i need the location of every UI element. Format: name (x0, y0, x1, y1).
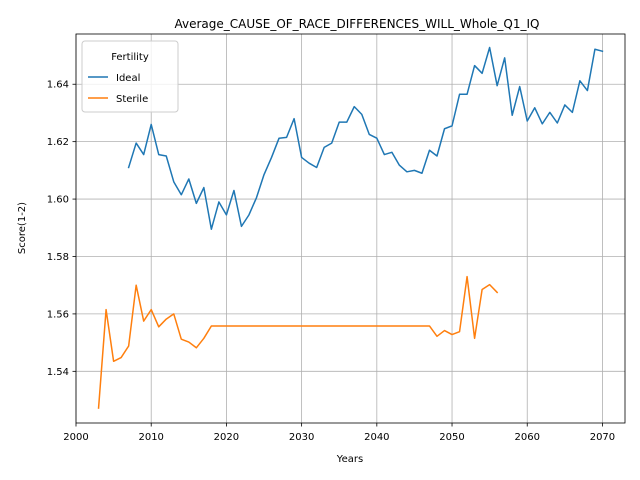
series-line-sterile (97, 275, 499, 409)
x-tick-label: 2030 (289, 432, 314, 443)
y-tick-label: 1.62 (47, 137, 69, 148)
y-tick-label: 1.58 (47, 252, 69, 263)
legend-label-ideal: Ideal (116, 73, 140, 84)
x-tick-label: 2070 (590, 432, 615, 443)
x-tick-label: 2020 (214, 432, 239, 443)
x-tick-label: 2060 (515, 432, 540, 443)
legend: Fertility Ideal Sterile (81, 40, 179, 113)
series-line-ideal (127, 46, 604, 230)
x-tick-label: 2050 (439, 432, 464, 443)
y-tick-label: 1.54 (47, 367, 69, 378)
y-axis: 1.54 1.56 1.58 1.60 1.62 1.64 (47, 80, 76, 378)
y-tick-label: 1.64 (47, 80, 69, 91)
y-axis-label: Score(1-2) (17, 202, 28, 254)
x-axis: 2000 2010 2020 2030 2040 2050 2060 2070 (63, 423, 615, 443)
y-tick-label: 1.60 (47, 195, 69, 206)
x-axis-label: Years (336, 454, 363, 465)
legend-title: Fertility (111, 52, 149, 63)
grid-lines (75, 34, 625, 423)
y-tick-label: 1.56 (47, 309, 69, 320)
x-tick-label: 2000 (63, 432, 88, 443)
chart-title: Average_CAUSE_OF_RACE_DIFFERENCES_WILL_W… (174, 17, 539, 31)
x-tick-label: 2040 (364, 432, 389, 443)
plot-frame (75, 33, 626, 424)
series-lines (97, 46, 604, 409)
x-tick-label: 2010 (138, 432, 163, 443)
legend-label-sterile: Sterile (116, 94, 148, 105)
legend-box (81, 40, 179, 113)
